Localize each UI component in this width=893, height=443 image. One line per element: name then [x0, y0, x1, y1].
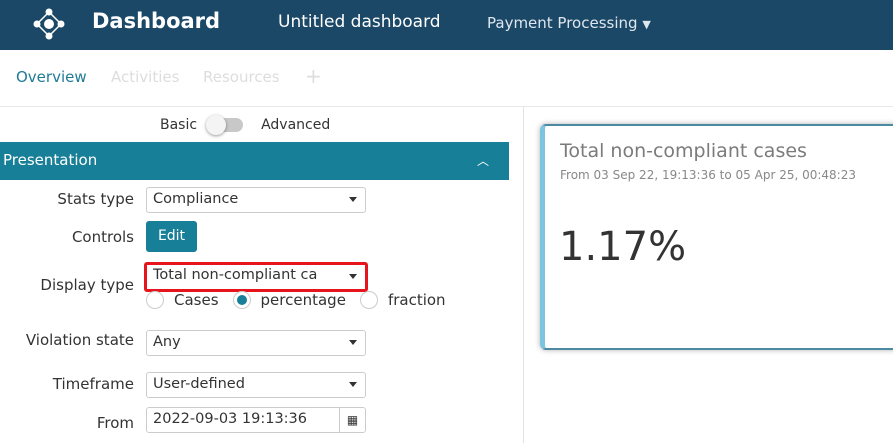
basic-label: Basic [160, 117, 198, 133]
tab-activities[interactable]: Activities [111, 68, 180, 86]
widget-value: 1.17% [559, 224, 687, 270]
process-dropdown[interactable]: Payment Processing ▼ [487, 14, 651, 32]
logo-icon [33, 8, 65, 40]
tab-resources[interactable]: Resources [203, 68, 280, 86]
presentation-section-header[interactable]: Presentation ︿ [0, 142, 509, 180]
stats-type-select[interactable]: Compliance [146, 187, 366, 213]
stat-widget-card[interactable]: Total non-compliant cases From 03 Sep 22… [540, 124, 893, 350]
display-type-value: Total non-compliant ca [153, 267, 318, 283]
radio-fraction-label: fraction [387, 291, 446, 309]
timeframe-select[interactable]: User-defined [146, 372, 366, 398]
calendar-icon[interactable]: ▦ [339, 408, 365, 432]
widget-title: Total non-compliant cases [560, 140, 807, 162]
display-mode-radios: Cases percentage fraction [146, 291, 446, 309]
caret-down-icon [349, 274, 357, 279]
radio-percentage-label: percentage [260, 291, 346, 309]
mode-toggle[interactable] [206, 115, 244, 135]
from-label: From [96, 414, 134, 432]
section-title: Presentation [3, 151, 98, 169]
violation-state-select[interactable]: Any [146, 330, 366, 356]
caret-down-icon [349, 197, 357, 202]
edit-button[interactable]: Edit [146, 221, 197, 252]
add-tab-button[interactable]: + [305, 64, 322, 88]
from-date-input[interactable]: 2022-09-03 19:13:36 ▦ [146, 407, 366, 433]
caret-down-icon [349, 340, 357, 345]
display-type-label: Display type [40, 276, 134, 294]
widget-subtitle: From 03 Sep 22, 19:13:36 to 05 Apr 25, 0… [560, 168, 856, 182]
timeframe-value: User-defined [153, 376, 245, 392]
brand-title[interactable]: Dashboard [92, 9, 221, 33]
tab-overview[interactable]: Overview [16, 68, 87, 86]
process-label: Payment Processing [487, 14, 638, 32]
dashboard-title[interactable]: Untitled dashboard [278, 12, 441, 32]
controls-label: Controls [71, 228, 134, 246]
radio-cases-label: Cases [174, 291, 219, 309]
stats-type-label: Stats type [57, 190, 134, 208]
radio-cases[interactable] [146, 291, 164, 309]
settings-panel: Basic Advanced Presentation ︿ Stats type… [0, 107, 510, 443]
violation-state-value: Any [153, 334, 181, 350]
caret-down-icon: ▼ [642, 18, 651, 31]
timeframe-label: Timeframe [52, 375, 134, 393]
tab-bar: Overview Activities Resources + [0, 50, 893, 107]
caret-down-icon [349, 382, 357, 387]
radio-fraction[interactable] [359, 291, 378, 309]
top-header: Dashboard Untitled dashboard Payment Pro… [0, 0, 893, 50]
panel-divider[interactable] [523, 107, 524, 443]
violation-state-label: Violation state [25, 331, 134, 349]
advanced-label: Advanced [261, 117, 331, 133]
radio-percentage[interactable] [232, 291, 251, 309]
stats-type-value: Compliance [153, 191, 239, 207]
display-type-select[interactable]: Total non-compliant ca [144, 262, 368, 292]
chevron-up-icon: ︿ [476, 154, 489, 168]
from-date-value: 2022-09-03 19:13:36 [153, 411, 307, 427]
